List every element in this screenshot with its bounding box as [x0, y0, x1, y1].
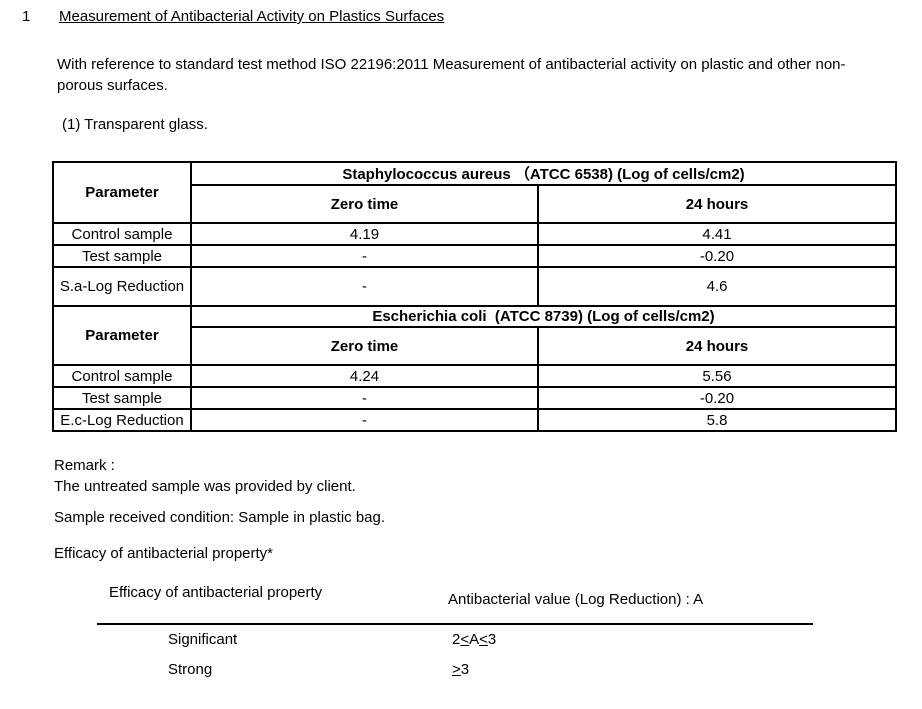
page-title: Measurement of Antibacterial Activity on…: [59, 8, 445, 25]
section-heading: 1 Measurement of Antibacterial Activity …: [22, 8, 444, 25]
remark-label: Remark :: [54, 457, 115, 474]
table-row: Parameter Staphylococcus aureus （ATCC 65…: [52, 161, 897, 224]
table-row: E.c-Log Reduction - 5.8: [52, 408, 897, 432]
cell-value: -: [190, 244, 539, 268]
row-label: S.a-Log Reduction: [52, 266, 192, 307]
cell-value: -0.20: [537, 244, 897, 268]
efficacy-table: Efficacy of antibacterial property Antib…: [97, 583, 813, 685]
cell-value: -: [190, 266, 539, 307]
efficacy-divider-line: [97, 623, 813, 625]
efficacy-row-value: 2<A<3: [452, 631, 497, 648]
efficacy-row-significant: Significant 2<A<3: [97, 625, 813, 655]
table-row: Control sample 4.24 5.56: [52, 364, 897, 388]
efficacy-note: Efficacy of antibacterial property*: [54, 545, 274, 562]
sample-condition-text: Sample received condition: Sample in pla…: [54, 509, 386, 526]
cell-value: 4.6: [537, 266, 897, 307]
col-header-24-hours-ec: 24 hours: [537, 326, 897, 366]
efficacy-col-value-header: Antibacterial value (Log Reduction) : A: [448, 591, 704, 608]
col-header-zero-time-sa: Zero time: [190, 184, 539, 224]
species-header-ec: Escherichia coli (ATCC 8739) (Log of cel…: [190, 305, 897, 328]
cell-value: 5.56: [537, 364, 897, 388]
section-number: 1: [22, 8, 31, 25]
col-header-zero-time-ec: Zero time: [190, 326, 539, 366]
cell-value: -0.20: [537, 386, 897, 410]
intro-paragraph: With reference to standard test method I…: [57, 56, 846, 94]
cell-value: -: [190, 386, 539, 410]
sample-item-label: (1) Transparent glass.: [62, 116, 208, 133]
row-label: E.c-Log Reduction: [52, 408, 192, 432]
table-row: S.a-Log Reduction - 4.6: [52, 266, 897, 307]
row-label: Test sample: [52, 386, 192, 410]
parameter-header-ec: Parameter: [52, 305, 192, 366]
remark-block: Remark : The untreated sample was provid…: [54, 455, 356, 497]
efficacy-header-row: Efficacy of antibacterial property Antib…: [97, 583, 813, 623]
cell-value: 4.41: [537, 222, 897, 246]
table-row: Test sample - -0.20: [52, 244, 897, 268]
species-header-sa: Staphylococcus aureus （ATCC 6538) (Log o…: [190, 161, 897, 186]
efficacy-row-strong: Strong >3: [97, 655, 813, 685]
table-row: Test sample - -0.20: [52, 386, 897, 410]
parameter-header-sa: Parameter: [52, 161, 192, 224]
cell-value: 4.19: [190, 222, 539, 246]
row-label: Control sample: [52, 364, 192, 388]
table-row: Parameter Escherichia coli (ATCC 8739) (…: [52, 305, 897, 366]
efficacy-row-value: >3: [452, 661, 470, 678]
results-table: Parameter Staphylococcus aureus （ATCC 65…: [52, 161, 897, 432]
table-row: Zero time 24 hours: [53, 184, 897, 224]
cell-value: -: [190, 408, 539, 432]
cell-value: 5.8: [537, 408, 897, 432]
col-header-24-hours-sa: 24 hours: [537, 184, 897, 224]
cell-value: 4.24: [190, 364, 539, 388]
efficacy-row-label: Significant: [168, 631, 238, 648]
table-row: Control sample 4.19 4.41: [52, 222, 897, 246]
remark-text: The untreated sample was provided by cli…: [54, 478, 356, 495]
table-row: Zero time 24 hours: [53, 326, 897, 366]
efficacy-row-label: Strong: [168, 661, 213, 678]
row-label: Test sample: [52, 244, 192, 268]
row-label: Control sample: [52, 222, 192, 246]
efficacy-col-property-header: Efficacy of antibacterial property: [109, 584, 323, 601]
